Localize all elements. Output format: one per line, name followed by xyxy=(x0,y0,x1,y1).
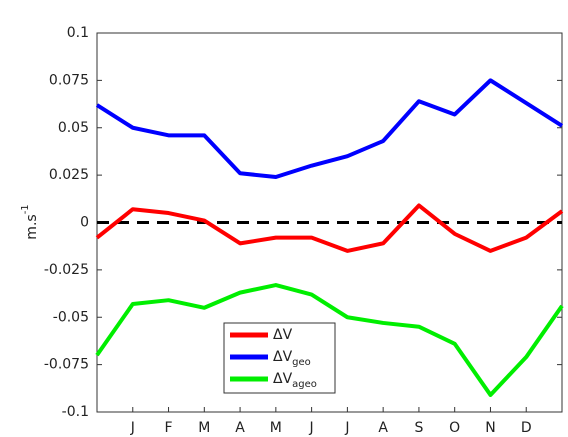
x-tick-label: J xyxy=(344,420,349,436)
y-tick-label: 0.1 xyxy=(67,25,89,41)
y-tick-label: -0.05 xyxy=(53,309,89,325)
legend-subscript: geo xyxy=(292,357,311,368)
x-tick-label: N xyxy=(485,420,495,436)
legend-label: ΔVageo xyxy=(273,371,317,390)
x-tick-label: M xyxy=(198,420,210,436)
legend-name: ΔV xyxy=(273,371,293,387)
y-label-sup: -1 xyxy=(20,204,31,214)
series-line xyxy=(95,78,564,180)
x-tick-label: A xyxy=(378,420,388,436)
x-tick-label: D xyxy=(521,420,532,436)
legend-label: ΔVgeo xyxy=(273,349,311,368)
y-tick-label: 0 xyxy=(80,215,89,231)
y-tick-label: -0.025 xyxy=(44,262,89,278)
series-line xyxy=(95,203,564,253)
x-tick-label: S xyxy=(414,420,423,436)
x-tick-label: J xyxy=(130,420,135,436)
x-tick-label: A xyxy=(235,420,245,436)
x-tick-label: F xyxy=(165,420,173,436)
legend-name: ΔV xyxy=(273,327,293,343)
y-tick-label: -0.075 xyxy=(44,357,89,373)
x-tick-label: O xyxy=(449,420,460,436)
x-tick-label: J xyxy=(309,420,314,436)
y-tick-label: 0.05 xyxy=(58,120,89,136)
y-tick-label: -0.1 xyxy=(62,404,89,420)
legend-subscript: ageo xyxy=(292,379,317,390)
y-tick-label: 0.075 xyxy=(49,72,89,88)
legend-name: ΔV xyxy=(273,349,293,365)
legend-label: ΔV xyxy=(273,327,293,343)
y-label-text: m.s xyxy=(24,214,40,239)
x-tick-label: M xyxy=(270,420,282,436)
y-tick-label: 0.025 xyxy=(49,167,89,183)
series-line xyxy=(95,283,564,397)
y-axis-label: m.s-1 xyxy=(20,204,40,239)
